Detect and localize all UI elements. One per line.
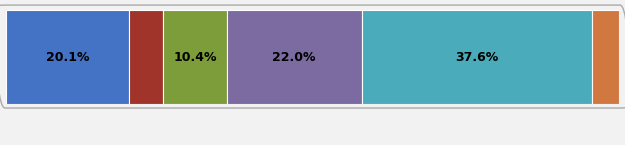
Text: 10.4%: 10.4% [173, 51, 217, 64]
Bar [163, 10, 227, 104]
Text: 37.6%: 37.6% [455, 51, 498, 64]
Text: 22.0%: 22.0% [272, 51, 316, 64]
Text: 20.1%: 20.1% [46, 51, 89, 64]
Bar [361, 10, 592, 104]
Bar [227, 10, 361, 104]
Bar [592, 10, 619, 104]
Bar [6, 10, 129, 104]
Bar [129, 10, 163, 104]
